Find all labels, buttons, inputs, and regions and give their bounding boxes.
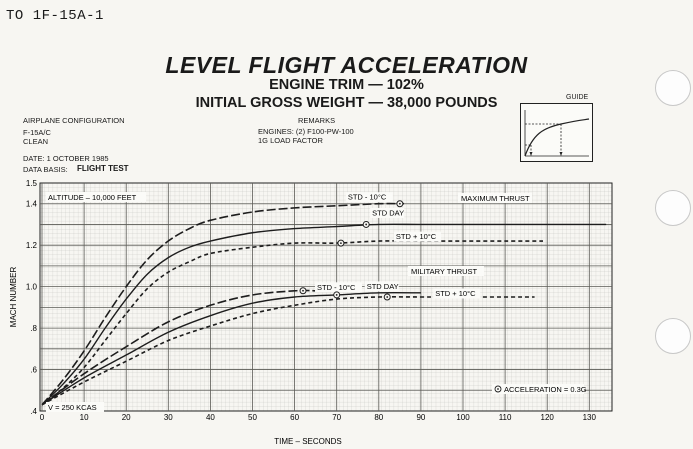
y-tick-label: 1.2 [26, 241, 38, 250]
binder-hole-middle [655, 190, 691, 226]
y-tick-label: .4 [30, 407, 37, 416]
remarks-engines: ENGINES: (2) F100-PW-100 [258, 127, 354, 136]
x-tick-label: 20 [122, 413, 131, 422]
x-tick-label: 70 [332, 413, 341, 422]
series-line-mil-std-10-c [41, 289, 316, 406]
series-label-bg [364, 281, 399, 292]
date-line: DATE: 1 OCTOBER 1985 [23, 154, 109, 163]
series-label-bg [393, 231, 441, 242]
config-aircraft: F-15A/C [23, 128, 51, 137]
annotation-max-thrust: MAXIMUM THRUST [458, 193, 532, 203]
subtitle-gross-weight: INITIAL GROSS WEIGHT — 38,000 POUNDS [195, 95, 498, 111]
y-tick-label: .6 [30, 366, 37, 375]
x-tick-label: 80 [374, 413, 383, 422]
y-tick-label: 1.0 [26, 283, 38, 292]
series-line-mil-std-day [41, 292, 421, 406]
x-tick-label: 90 [416, 413, 425, 422]
config-clean: CLEAN [23, 137, 49, 146]
x-tick-label: 50 [248, 413, 257, 422]
svg-text:MAXIMUM THRUST: MAXIMUM THRUST [461, 194, 530, 203]
page-title: LEVEL FLIGHT ACCELERATION [165, 52, 528, 78]
annotation-altitude: ALTITUDE – 10,000 FEET [46, 192, 146, 202]
series-line-max-std-10-c [41, 202, 405, 406]
plot-area [39, 182, 613, 412]
annotation-mil-thrust: MILITARY THRUST [408, 266, 484, 276]
series-label-bg [345, 192, 393, 203]
remarks-load-factor: 1G LOAD FACTOR [258, 136, 323, 145]
remarks-heading: REMARKS [298, 116, 336, 125]
svg-text:ALTITUDE – 10,000 FEET: ALTITUDE – 10,000 FEET [48, 193, 137, 202]
series-label: STD - 10°C [348, 193, 387, 202]
svg-text:ACCELERATION = 0.3G: ACCELERATION = 0.3G [504, 385, 587, 394]
acceleration-marker-dot [335, 294, 338, 296]
series-line-max-std-10-c [41, 240, 543, 406]
series-label: STD + 10°C [435, 289, 476, 298]
series-layer: STD - 10°C STD DAY STD + 10°C STD - 10°C STD… [41, 192, 607, 406]
annotation-initial-speed: V = 250 KCAS [46, 402, 104, 412]
binder-hole-bottom [655, 318, 691, 354]
acceleration-marker-dot [302, 289, 304, 292]
x-tick-label: 60 [290, 413, 299, 422]
guide-diagram [520, 103, 593, 162]
x-tick-label: 130 [583, 413, 597, 422]
guide-graph [524, 110, 590, 157]
y-tick-label: 1.5 [26, 179, 38, 188]
subtitle-engine-trim: ENGINE TRIM — 102% [269, 77, 424, 93]
acceleration-marker-dot [398, 202, 401, 205]
series-label: STD + 10°C [396, 232, 437, 241]
svg-text:MILITARY THRUST: MILITARY THRUST [411, 267, 478, 276]
x-tick-label: 30 [164, 413, 173, 422]
series-label: STD - 10°C [317, 283, 356, 292]
acceleration-marker-dot [340, 242, 342, 245]
y-axis-label: MACH NUMBER [9, 267, 18, 328]
series-line-max-std-day [41, 223, 607, 406]
series-line-mil-std-10-c [41, 296, 535, 406]
x-tick-label: 110 [499, 413, 512, 422]
series-label: STD DAY [367, 282, 399, 291]
config-heading: AIRPLANE CONFIGURATION [23, 116, 125, 125]
annotation-acceleration: ACCELERATION = 0.3G [492, 384, 587, 394]
y-tick-label: 1.4 [26, 200, 38, 209]
x-tick-label: 120 [541, 413, 555, 422]
x-tick-label: 10 [80, 413, 89, 422]
axis-ticks: 0 10 20 30 40 50 60 70 80 90 100 110 120 130 .4 .6 .8 1.0… [26, 179, 597, 422]
x-tick-label: 40 [206, 413, 215, 422]
svg-text:V = 250 KCAS: V = 250 KCAS [48, 403, 97, 412]
series-label: STD DAY [372, 208, 404, 217]
data-basis-label: DATA BASIS: [23, 165, 68, 174]
x-tick-label: 0 [40, 413, 45, 422]
series-label-bg [315, 282, 363, 293]
data-basis-value: FLIGHT TEST [77, 164, 129, 173]
document-id: TO 1F-15A-1 [6, 8, 104, 24]
acceleration-marker-dot [386, 296, 389, 298]
series-label-bg [433, 288, 481, 299]
x-tick-label: 100 [456, 413, 470, 422]
series-label-bg [370, 207, 405, 218]
y-tick-label: .8 [30, 324, 37, 333]
acceleration-marker-dot [365, 223, 368, 226]
x-axis-label: TIME – SECONDS [274, 437, 342, 446]
binder-hole-top [655, 70, 691, 106]
guide-label: GUIDE [566, 94, 589, 101]
